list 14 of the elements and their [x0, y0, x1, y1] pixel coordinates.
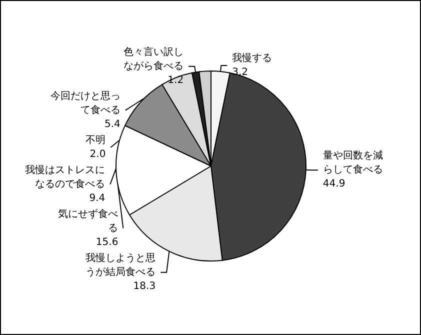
data-label: 18.3: [133, 280, 156, 292]
data-label: 9.4: [89, 192, 106, 204]
slice-label: 我慢する: [232, 52, 272, 64]
slice-label: 我慢しようと思うが結局食べる: [86, 252, 156, 278]
slice-label: 我慢はストレスになるので食べる: [25, 164, 106, 190]
data-label: 15.6: [96, 236, 118, 248]
data-label: 44.9: [322, 178, 346, 190]
slice-label: 気にせず食べる: [58, 208, 118, 234]
data-label: 3.2: [232, 67, 248, 78]
slice-label: 不明: [86, 134, 106, 146]
slice-label: 今回だけと思って食べる: [50, 90, 120, 116]
slice-label: 色々言い訳しながら食べる: [124, 46, 184, 72]
slice-label: 量や回数を減らして食べる: [322, 150, 383, 176]
data-label: 2.0: [90, 148, 106, 160]
